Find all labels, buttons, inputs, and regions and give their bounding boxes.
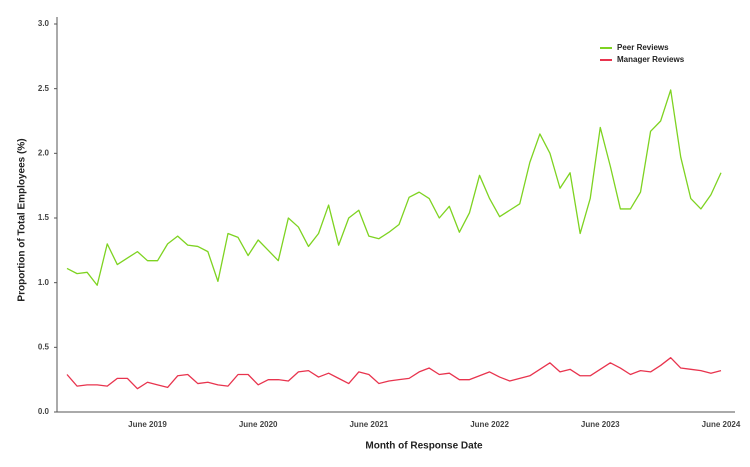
y-tick-label: 1.0 bbox=[38, 278, 50, 287]
legend-label: Peer Reviews bbox=[617, 43, 669, 52]
x-tick-label: June 2023 bbox=[581, 420, 620, 429]
y-axis-title: Proportion of Total Employees (%) bbox=[17, 138, 28, 301]
line-series bbox=[66, 89, 722, 286]
y-tick-label: 2.5 bbox=[38, 84, 50, 93]
y-tick-label: 2.0 bbox=[38, 148, 50, 157]
x-tick-label: June 2020 bbox=[239, 420, 278, 429]
y-tick-label: 1.5 bbox=[38, 213, 50, 222]
line-series bbox=[66, 357, 722, 390]
x-axis-title: Month of Response Date bbox=[365, 441, 483, 452]
y-tick-label: 3.0 bbox=[38, 19, 50, 28]
y-tick-label: 0.0 bbox=[38, 407, 50, 416]
legend-label: Manager Reviews bbox=[617, 55, 685, 64]
x-tick-label: June 2022 bbox=[470, 420, 509, 429]
x-tick-label: June 2019 bbox=[128, 420, 167, 429]
x-tick-label: June 2024 bbox=[702, 420, 741, 429]
y-tick-label: 0.5 bbox=[38, 342, 50, 351]
x-tick-label: June 2021 bbox=[349, 420, 388, 429]
